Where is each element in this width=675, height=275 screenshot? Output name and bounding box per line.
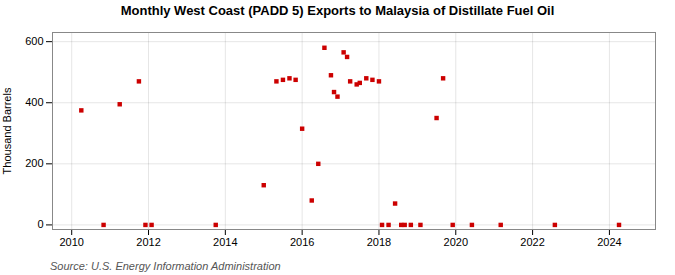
svg-text:Thousand Barrels: Thousand Barrels (1, 87, 13, 174)
svg-text:0: 0 (37, 218, 43, 230)
svg-text:2020: 2020 (444, 236, 468, 248)
svg-text:2022: 2022 (520, 236, 544, 248)
svg-text:2014: 2014 (213, 236, 237, 248)
svg-text:2010: 2010 (59, 236, 83, 248)
svg-text:2012: 2012 (136, 236, 160, 248)
svg-text:400: 400 (25, 96, 43, 108)
svg-text:200: 200 (25, 157, 43, 169)
html-text:Monthly West Coast (PADD 5) Ex: Monthly West Coast (PADD 5) Exports to M… (120, 3, 555, 18)
svg-text:600: 600 (25, 35, 43, 47)
svg-text:2016: 2016 (290, 236, 314, 248)
svg-text:2024: 2024 (597, 236, 621, 248)
svg-text:2018: 2018 (367, 236, 391, 248)
html-text:Source: U.S. Energy Informatio: Source: U.S. Energy Information Administ… (50, 260, 281, 272)
